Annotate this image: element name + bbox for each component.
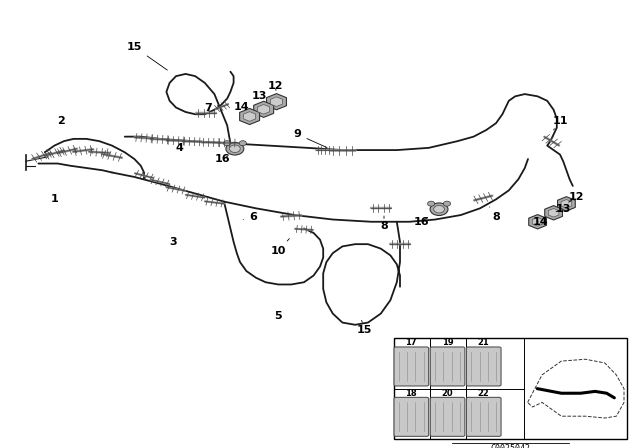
FancyBboxPatch shape xyxy=(467,347,501,386)
Circle shape xyxy=(239,141,246,146)
Text: 20: 20 xyxy=(442,389,453,398)
Text: 6: 6 xyxy=(243,212,257,222)
Circle shape xyxy=(223,141,230,146)
Polygon shape xyxy=(532,217,543,226)
Polygon shape xyxy=(239,108,260,125)
Bar xyxy=(394,338,627,439)
FancyBboxPatch shape xyxy=(430,347,465,386)
Polygon shape xyxy=(244,112,255,121)
Text: 17: 17 xyxy=(406,338,417,347)
Text: 14: 14 xyxy=(533,217,548,227)
Text: 1: 1 xyxy=(51,194,58,204)
Polygon shape xyxy=(271,97,282,107)
Circle shape xyxy=(230,145,240,152)
Text: 3: 3 xyxy=(169,237,177,247)
Polygon shape xyxy=(258,104,269,114)
Text: 5: 5 xyxy=(275,311,282,321)
Polygon shape xyxy=(557,197,575,211)
Text: 7: 7 xyxy=(204,103,218,112)
FancyBboxPatch shape xyxy=(430,397,465,436)
Text: 16: 16 xyxy=(215,154,230,164)
Polygon shape xyxy=(545,206,563,220)
FancyBboxPatch shape xyxy=(394,347,429,386)
Polygon shape xyxy=(253,101,274,117)
Text: 16: 16 xyxy=(413,217,429,227)
FancyBboxPatch shape xyxy=(467,397,501,436)
Text: 9: 9 xyxy=(294,129,327,147)
Polygon shape xyxy=(266,94,287,110)
Text: 13: 13 xyxy=(252,91,267,101)
Circle shape xyxy=(444,201,451,206)
Text: 11: 11 xyxy=(552,116,568,130)
Text: 13: 13 xyxy=(556,204,571,214)
Text: 12: 12 xyxy=(268,81,283,91)
Text: 15: 15 xyxy=(127,42,167,70)
Text: 8: 8 xyxy=(380,216,388,231)
Circle shape xyxy=(226,142,244,155)
Text: 12: 12 xyxy=(568,192,584,202)
Polygon shape xyxy=(561,199,572,208)
Circle shape xyxy=(434,206,444,213)
Text: 21: 21 xyxy=(478,338,490,347)
Circle shape xyxy=(430,203,448,215)
Text: 10: 10 xyxy=(271,239,289,256)
Text: 22: 22 xyxy=(478,389,490,398)
Text: 14: 14 xyxy=(234,102,250,112)
Text: 4: 4 xyxy=(175,143,183,153)
Text: 19: 19 xyxy=(442,338,453,347)
Polygon shape xyxy=(529,215,547,229)
Text: C0025042: C0025042 xyxy=(490,444,531,448)
FancyBboxPatch shape xyxy=(394,397,429,436)
Text: 15: 15 xyxy=(357,320,372,335)
Circle shape xyxy=(428,201,435,206)
Text: 8: 8 xyxy=(490,207,500,222)
Text: 2: 2 xyxy=(57,116,65,126)
Polygon shape xyxy=(548,208,559,217)
Text: 18: 18 xyxy=(406,389,417,398)
